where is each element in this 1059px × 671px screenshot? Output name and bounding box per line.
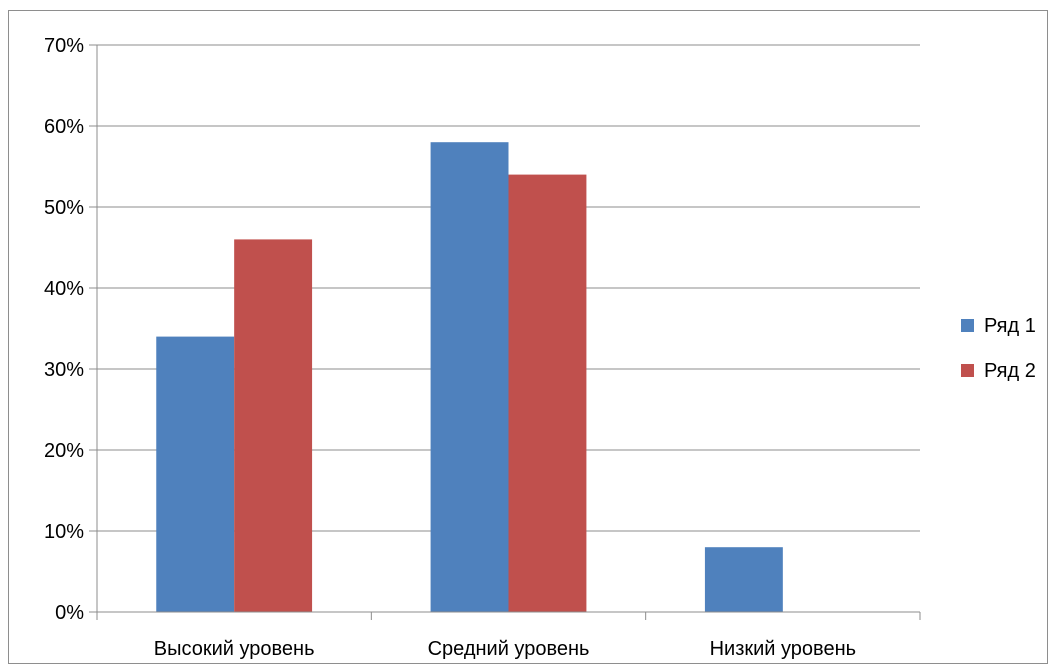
y-tick-label: 0% bbox=[55, 602, 84, 624]
y-tick-label: 30% bbox=[44, 359, 84, 381]
bar-1-2 bbox=[430, 142, 509, 612]
y-tick-label: 60% bbox=[44, 116, 84, 138]
y-tick-label: 20% bbox=[44, 440, 84, 462]
legend-swatch-1 bbox=[961, 319, 974, 332]
x-tick-label: Высокий уровень bbox=[154, 638, 315, 660]
x-tick-label: Средний уровень bbox=[428, 638, 590, 660]
bar-1-3 bbox=[704, 547, 783, 612]
y-tick-label: 70% bbox=[44, 35, 84, 57]
bar-2-1 bbox=[234, 239, 313, 612]
bar-2-2 bbox=[508, 174, 587, 612]
axes bbox=[96, 45, 921, 620]
tick-labels: 0% 10% 20% 30% 40% 50% 60% 70% Высокий уровень Ср… bbox=[44, 35, 856, 660]
y-tick-label: 40% bbox=[44, 278, 84, 300]
bar-1-1 bbox=[156, 336, 235, 612]
x-tick-label: Низкий уровень bbox=[710, 638, 856, 660]
legend: Ряд 1 Ряд 2 bbox=[961, 315, 1036, 382]
legend-swatch-2 bbox=[961, 364, 974, 377]
legend-label-2: Ряд 2 bbox=[984, 360, 1036, 382]
y-tick-label: 10% bbox=[44, 521, 84, 543]
bars bbox=[156, 142, 783, 612]
y-tick-label: 50% bbox=[44, 197, 84, 219]
legend-label-1: Ряд 1 bbox=[984, 315, 1036, 337]
